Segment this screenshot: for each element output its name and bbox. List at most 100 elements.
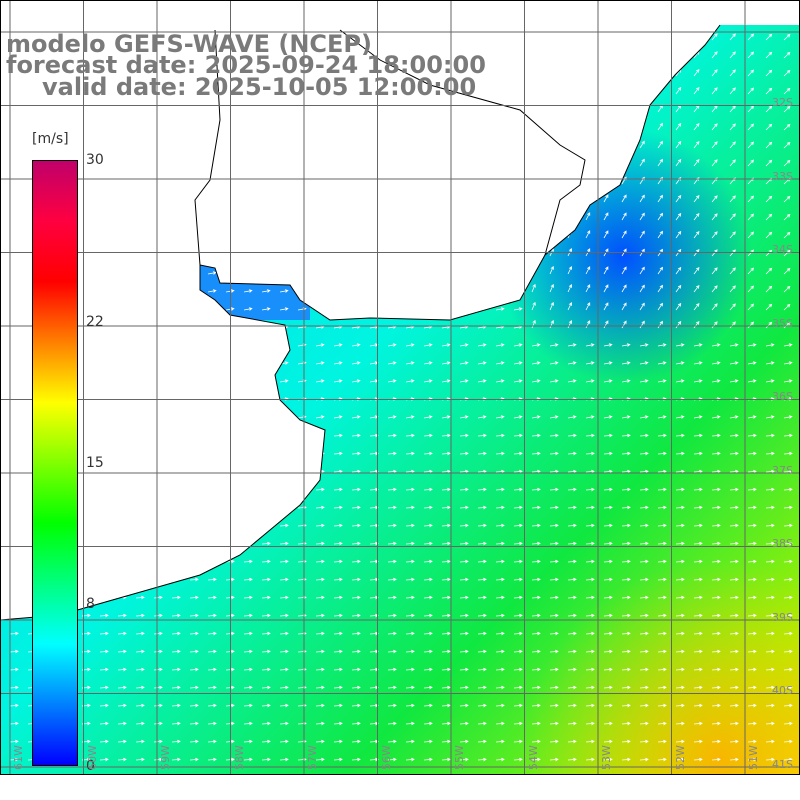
- wind-arrow: [603, 302, 609, 311]
- wind-arrow: [423, 685, 433, 690]
- wind-arrow: [153, 631, 163, 636]
- wind-arrow: [675, 284, 682, 293]
- wind-arrow: [621, 302, 627, 311]
- wind-arrow: [729, 321, 736, 329]
- wind-arrow: [513, 343, 523, 347]
- wind-arrow: [387, 595, 397, 600]
- wind-arrow: [567, 631, 577, 636]
- wind-arrow: [279, 649, 289, 654]
- wind-arrow: [459, 721, 469, 726]
- wind-arrow: [171, 631, 181, 636]
- wind-arrow: [567, 469, 577, 474]
- wind-arrow: [333, 595, 343, 600]
- wind-arrow: [657, 433, 667, 438]
- wind-arrow: [189, 613, 199, 618]
- wind-arrow: [567, 595, 577, 600]
- wind-arrow: [567, 703, 577, 708]
- wind-arrow: [675, 613, 685, 618]
- wind-arrow: [657, 523, 667, 528]
- wind-arrow: [783, 685, 793, 690]
- wind-arrow: [693, 757, 703, 762]
- wind-arrow: [207, 703, 217, 708]
- wind-arrow: [531, 469, 541, 474]
- wind-arrow: [747, 631, 757, 636]
- wind-arrow: [477, 523, 487, 528]
- wind-arrow: [729, 69, 736, 77]
- wind-arrow: [477, 361, 487, 365]
- wind-arrow: [585, 379, 595, 383]
- wind-arrow: [675, 685, 685, 690]
- wind-arrow: [441, 703, 451, 708]
- wind-arrow: [549, 667, 559, 672]
- wind-arrow: [675, 523, 685, 528]
- wind-arrow: [693, 631, 703, 636]
- wind-arrow: [585, 451, 595, 456]
- wind-arrow: [603, 703, 613, 708]
- wind-arrow: [405, 433, 415, 438]
- wind-arrow: [711, 649, 721, 654]
- wind-arrow: [657, 212, 663, 221]
- wind-arrow: [495, 379, 505, 383]
- wind-arrow: [459, 433, 469, 438]
- wind-arrow: [135, 595, 145, 600]
- wind-arrow: [531, 703, 541, 708]
- wind-arrow: [243, 613, 253, 618]
- wind-arrow: [279, 523, 289, 528]
- wind-arrow: [729, 613, 739, 618]
- latitude-label: 38S: [772, 537, 793, 550]
- wind-arrow: [675, 487, 685, 492]
- wind-arrow: [117, 649, 127, 654]
- wind-arrow: [621, 343, 631, 347]
- wind-arrow: [261, 559, 271, 564]
- wind-arrow: [621, 541, 631, 546]
- wind-arrow: [783, 541, 793, 546]
- wind-arrow: [711, 523, 721, 528]
- longitude-label: 54W: [526, 745, 540, 770]
- wind-arrow: [729, 51, 736, 59]
- wind-arrow: [279, 307, 289, 311]
- wind-arrow: [603, 433, 613, 438]
- wind-arrow: [549, 703, 559, 708]
- wind-arrow: [711, 487, 721, 492]
- wind-arrow: [765, 757, 775, 762]
- wind-arrow: [495, 685, 505, 690]
- wind-arrow: [747, 195, 755, 203]
- wind-arrow: [243, 631, 253, 636]
- wind-arrow: [9, 721, 19, 726]
- wind-arrow: [783, 487, 793, 492]
- wind-arrow: [135, 721, 145, 726]
- wind-arrow: [351, 721, 361, 726]
- wind-arrow: [261, 685, 271, 690]
- wind-arrow: [567, 302, 573, 311]
- wind-arrow: [315, 685, 325, 690]
- wind-arrow: [99, 703, 109, 708]
- wind-arrow: [603, 230, 609, 239]
- wind-arrow: [117, 739, 127, 744]
- wind-arrow: [333, 703, 343, 708]
- wind-arrow: [9, 667, 19, 672]
- wind-arrow: [549, 541, 559, 546]
- wind-arrow: [603, 631, 613, 636]
- wind-arrow: [783, 433, 793, 438]
- wind-arrow: [333, 649, 343, 654]
- wind-arrow: [549, 301, 554, 311]
- longitude-label: 53W: [600, 745, 613, 770]
- wind-arrow: [675, 266, 682, 275]
- wind-arrow: [189, 631, 199, 636]
- wind-arrow: [693, 577, 703, 582]
- wind-arrow: [441, 595, 451, 600]
- wind-arrow: [351, 757, 361, 762]
- wind-arrow: [441, 469, 451, 474]
- wind-arrow: [585, 433, 595, 438]
- wind-arrow: [567, 541, 577, 546]
- wind-arrow: [765, 51, 773, 59]
- wind-arrow: [9, 703, 19, 708]
- wind-arrow: [693, 285, 700, 293]
- wind-arrow: [279, 721, 289, 726]
- wind-arrow: [135, 667, 145, 672]
- wind-arrow: [531, 739, 541, 744]
- wind-arrow: [189, 721, 199, 726]
- wind-arrow: [639, 577, 649, 582]
- wind-arrow: [585, 212, 591, 221]
- wind-arrow: [405, 523, 415, 528]
